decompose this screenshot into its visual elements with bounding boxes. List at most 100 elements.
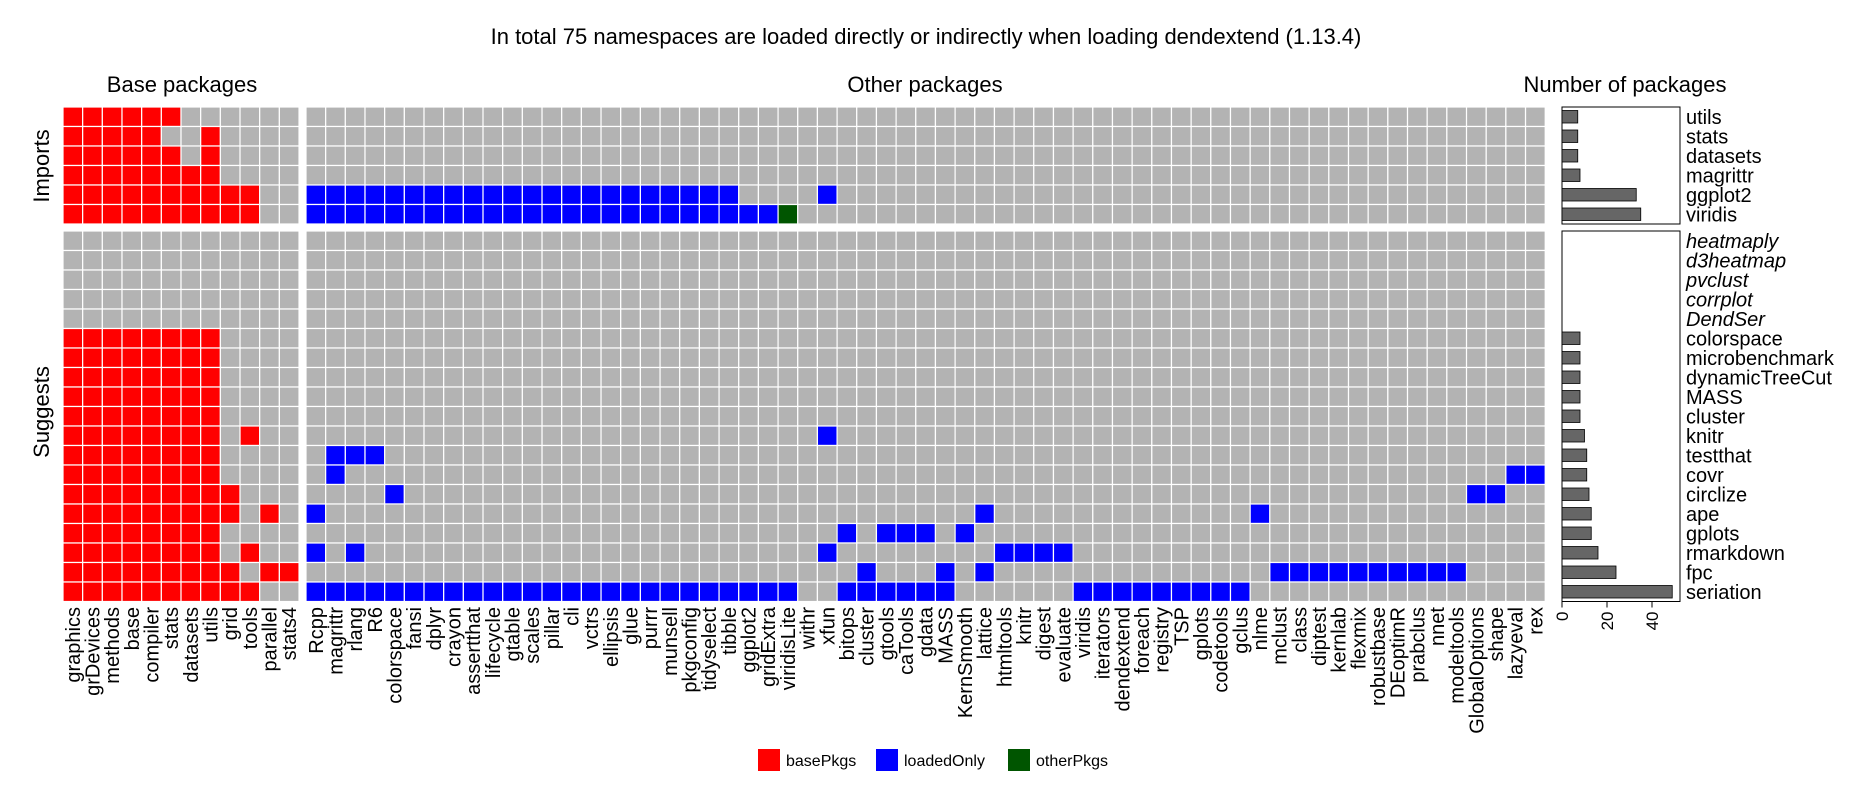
cell-knitr-stats: [160, 425, 182, 447]
cell-seriation-lifecycle: [482, 581, 504, 603]
cell-covr-stats4: [278, 464, 300, 486]
cell-MASS-pillar: [541, 386, 563, 408]
cell-pvclust-purrr: [639, 269, 661, 291]
cell-heatmaply-assertthat: [462, 230, 484, 252]
cell-ape-fansi: [403, 503, 425, 525]
cell-testthat-rex: [1524, 444, 1546, 466]
col-label-vctrs: vctrs: [581, 607, 603, 649]
cell-DendSer-class: [1288, 308, 1310, 330]
cell-viridis-foreach: [1131, 203, 1153, 225]
cell-corrplot-nnet: [1426, 288, 1448, 310]
cell-datasets-TSP: [1170, 145, 1192, 167]
cell-fpc-caTools: [895, 561, 917, 583]
cell-ape-crayon: [443, 503, 464, 525]
cell-gplots-dplyr: [423, 522, 445, 544]
cell-seriation-nnet: [1426, 581, 1448, 603]
cell-testthat-evaluate: [1052, 444, 1074, 466]
cell-fpc-class: [1288, 561, 1310, 583]
col-label-stats4: stats4: [279, 607, 301, 660]
cell-datasets-diptest: [1308, 145, 1330, 167]
cell-DendSer-stats4: [278, 308, 300, 330]
cell-ape-graphics: [62, 503, 84, 525]
cell-colorspace-purrr: [639, 327, 661, 349]
cell-MASS-gtable: [502, 386, 523, 408]
row-label-fpc: fpc: [1686, 562, 1713, 584]
cell-utils-tidyselect: [698, 106, 720, 128]
cell-microbenchmark-nnet: [1426, 347, 1448, 369]
cell-utils-compiler: [141, 106, 162, 128]
cell-stats-knitr: [1013, 125, 1035, 147]
cell-corrplot-iterators: [1092, 288, 1114, 310]
cell-stats-rlang: [344, 125, 366, 147]
cell-gplots-DEoptimR: [1387, 522, 1409, 544]
cell-corrplot-withr: [797, 288, 819, 310]
cell-DendSer-munsell: [659, 308, 681, 330]
cell-knitr-viridis: [1072, 425, 1094, 447]
cell-colorspace-gtable: [502, 327, 523, 349]
cell-seriation-grDevices: [82, 581, 103, 603]
cell-datasets-parallel: [259, 145, 280, 167]
cell-rmarkdown-digest: [1033, 542, 1055, 564]
cell-ggplot2-gridExtra: [757, 184, 779, 206]
cell-utils-dplyr: [423, 106, 445, 128]
cell-utils-rex: [1524, 106, 1546, 128]
cell-heatmaply-evaluate: [1052, 230, 1074, 252]
cell-rmarkdown-rlang: [344, 542, 366, 564]
col-label-modeltools: modeltools: [1447, 607, 1469, 704]
cell-circlize-registry: [1151, 483, 1173, 505]
cell-heatmaply-R6: [364, 230, 386, 252]
cell-corrplot-xfun: [816, 288, 838, 310]
cell-colorspace-rex: [1524, 327, 1546, 349]
cell-colorspace-tidyselect: [698, 327, 720, 349]
cell-fpc-rex: [1524, 561, 1546, 583]
cell-utils-digest: [1033, 106, 1055, 128]
cell-heatmaply-parallel: [259, 230, 280, 252]
cell-datasets-rex: [1524, 145, 1546, 167]
cell-dynamicTreeCut-codetools: [1210, 366, 1232, 388]
cell-corrplot-base: [121, 288, 143, 310]
cell-DendSer-gridExtra: [757, 308, 779, 330]
cell-knitr-tibble: [718, 425, 740, 447]
cell-rmarkdown-viridis: [1072, 542, 1094, 564]
panel-title-count: Number of packages: [1524, 72, 1727, 97]
cell-rmarkdown-glue: [620, 542, 641, 564]
cell-rmarkdown-stats: [160, 542, 182, 564]
cell-circlize-DEoptimR: [1387, 483, 1409, 505]
col-label-viridisLite: viridisLite: [778, 607, 800, 690]
cell-ape-evaluate: [1052, 503, 1074, 525]
cell-DendSer-gclus: [1229, 308, 1251, 330]
cell-fpc-gdata: [915, 561, 937, 583]
cell-DendSer-MASS: [934, 308, 956, 330]
cell-cluster-fansi: [403, 405, 425, 427]
cell-seriation-MASS: [934, 581, 956, 603]
cell-d3heatmap-diptest: [1308, 249, 1330, 271]
cell-viridis-shape: [1485, 203, 1507, 225]
cell-knitr-assertthat: [462, 425, 484, 447]
cell-testthat-compiler: [141, 444, 162, 466]
cell-utils-grDevices: [82, 106, 103, 128]
cell-gplots-Rcpp: [305, 522, 327, 544]
cell-pvclust-nnet: [1426, 269, 1448, 291]
cell-knitr-dplyr: [423, 425, 445, 447]
cell-testthat-ellipsis: [600, 444, 622, 466]
cell-datasets-datasets: [180, 145, 202, 167]
row-label-pvclust: pvclust: [1685, 270, 1750, 292]
row-label-seriation: seriation: [1686, 582, 1762, 604]
cell-magrittr-pillar: [541, 164, 563, 186]
cell-utils-tools: [239, 106, 261, 128]
cell-DendSer-gdata: [915, 308, 937, 330]
cell-ggplot2-gclus: [1229, 184, 1251, 206]
cell-stats-rex: [1524, 125, 1546, 147]
cell-pvclust-vctrs: [580, 269, 602, 291]
cell-covr-diptest: [1308, 464, 1330, 486]
cell-viridis-Rcpp: [305, 203, 327, 225]
col-label-lazyeval: lazyeval: [1506, 607, 1528, 679]
cell-fpc-ellipsis: [600, 561, 622, 583]
row-label-microbenchmark: microbenchmark: [1686, 348, 1835, 370]
cell-microbenchmark-evaluate: [1052, 347, 1074, 369]
cell-seriation-base: [121, 581, 143, 603]
cell-rmarkdown-gplots: [1190, 542, 1212, 564]
count-bar-cluster: [1561, 409, 1581, 423]
cell-colorspace-R6: [364, 327, 386, 349]
cell-ggplot2-evaluate: [1052, 184, 1074, 206]
